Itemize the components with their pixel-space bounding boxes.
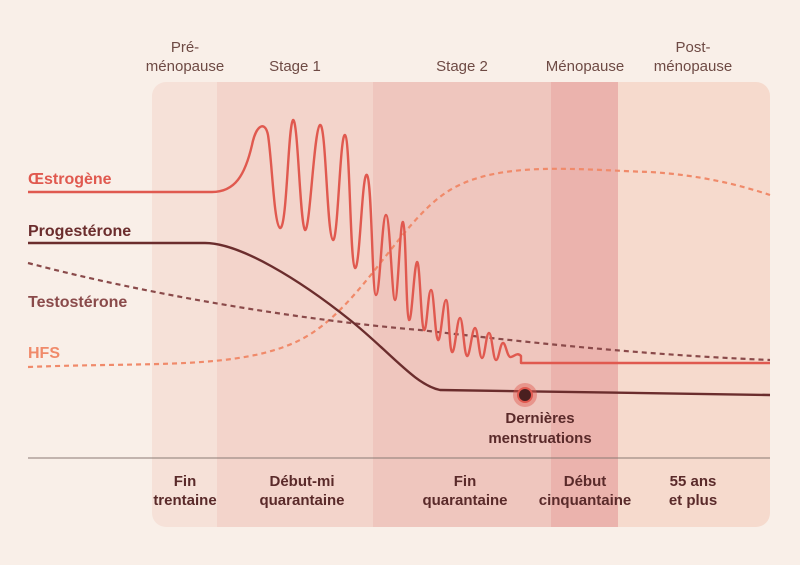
age-label: quarantaine: [422, 492, 507, 509]
age-label: cinquantaine: [539, 492, 632, 509]
estrogen-curve: [28, 118, 770, 365]
band: [551, 82, 618, 527]
age-label: Début-mi: [270, 473, 335, 490]
stage-label: Ménopause: [546, 58, 624, 75]
age-label: et plus: [669, 492, 717, 509]
progesterone-curve: [28, 241, 771, 397]
band: [152, 82, 217, 527]
band: [618, 82, 770, 527]
stage-label: Pré-: [171, 39, 199, 56]
hormone-label: Testostérone: [28, 294, 127, 311]
marker-label: menstruations: [488, 430, 591, 447]
testosterone-curve: [27, 261, 771, 362]
hfs-curve: [27, 167, 771, 369]
marker-dot: [517, 387, 533, 403]
stage-bands: [152, 82, 770, 527]
band: [373, 82, 551, 527]
age-label: Fin: [174, 473, 197, 490]
stage-label: Post-: [675, 39, 710, 56]
hormone-label: Progestérone: [28, 223, 131, 240]
marker-label: Dernières: [505, 410, 574, 427]
stage-label: ménopause: [146, 58, 224, 75]
stage-label: Stage 2: [436, 58, 488, 75]
hormone-label: Œstrogène: [28, 171, 112, 188]
age-label: trentaine: [153, 492, 216, 509]
age-label: 55 ans: [670, 473, 717, 490]
age-label: Début: [564, 473, 607, 490]
stage-label: ménopause: [654, 58, 732, 75]
hormone-label: HFS: [28, 345, 60, 362]
age-label: Fin: [454, 473, 477, 490]
band: [217, 82, 373, 527]
stage-label: Stage 1: [269, 58, 321, 75]
age-label: quarantaine: [259, 492, 344, 509]
